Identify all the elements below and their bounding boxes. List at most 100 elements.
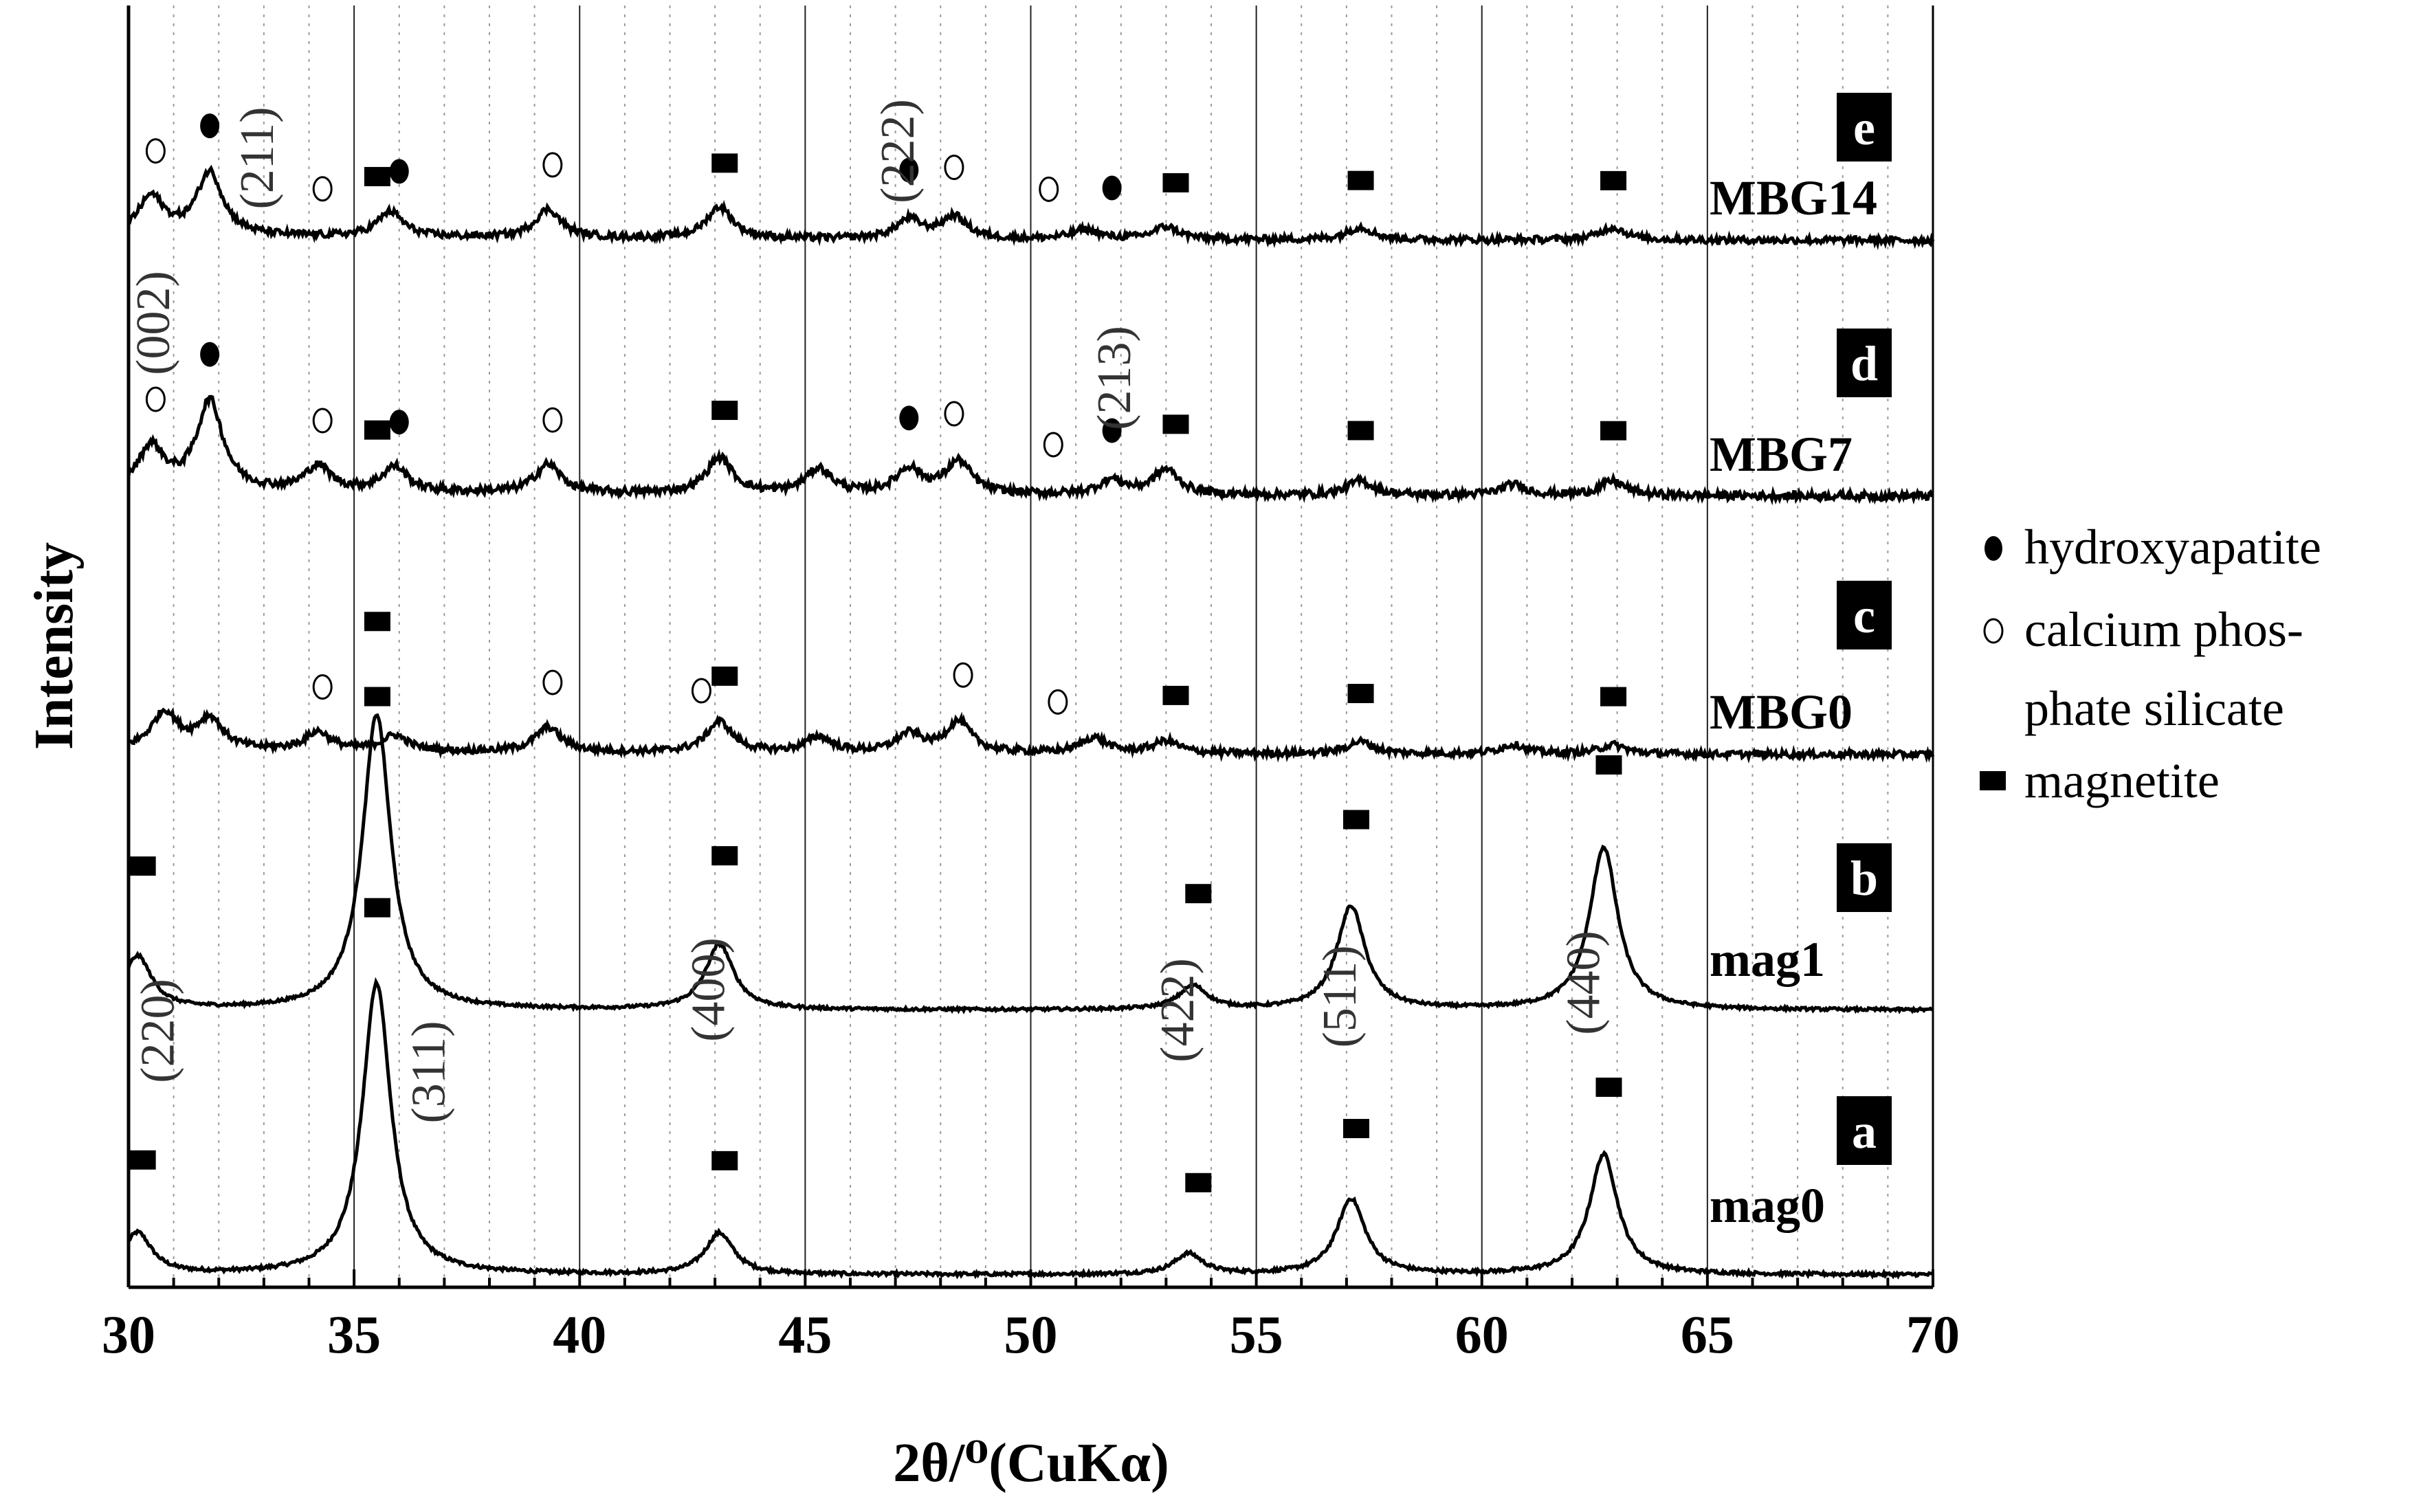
miller-index-label: (213): [1088, 326, 1141, 430]
magnetite-marker: [1185, 1172, 1212, 1192]
grid-layer: [173, 5, 1889, 1287]
legend-label: phate silicate: [2024, 681, 2284, 736]
magnetite-marker: [711, 153, 738, 173]
sample-label-mag0: mag0: [1710, 1178, 1825, 1233]
magnetite-marker: [711, 666, 738, 686]
legend-layer: hydroxyapatite calcium phos-phate silicat…: [1980, 520, 2321, 808]
magnetite-marker: [1162, 414, 1189, 434]
y-axis-title: Intensity: [24, 542, 85, 750]
x-tick-label: 35: [327, 1304, 381, 1364]
panel-letter-e: e: [1837, 93, 1892, 162]
panel-letter-text: e: [1853, 100, 1875, 155]
panel-letter-box: [1837, 1096, 1892, 1165]
x-tick-label: 65: [1681, 1304, 1734, 1364]
magnetite-marker: [1347, 421, 1374, 441]
miller-index-label: (002): [127, 271, 180, 375]
magnetite-marker: [1347, 684, 1374, 704]
miller-index-label: (220): [132, 979, 185, 1083]
trace-MBG14: [127, 164, 1935, 251]
magnetite-marker: [711, 846, 738, 866]
magnetite-marker: [129, 856, 156, 876]
calcium-phosphate-silicate-marker: [953, 662, 973, 688]
magnetite-marker: [1595, 755, 1622, 775]
hydroxyapatite-marker: [899, 157, 919, 183]
magnetite-marker: [129, 1150, 156, 1170]
x-tick-label: 55: [1230, 1304, 1283, 1364]
magnetite-marker: [1347, 170, 1374, 190]
miller-index-label: (222): [872, 99, 925, 203]
calcium-phosphate-silicate-marker: [944, 401, 964, 427]
magnetite-marker: [1595, 1077, 1622, 1097]
markers-layer: [129, 113, 1627, 1192]
calcium-phosphate-silicate-marker: [944, 154, 964, 180]
panel-letter-text: a: [1852, 1104, 1877, 1159]
miller-index-label: (311): [402, 1021, 455, 1123]
calcium-phosphate-silicate-marker: [312, 674, 333, 700]
magnetite-marker: [1600, 170, 1627, 190]
miller-index-label: (511): [1314, 945, 1367, 1047]
panel-letter-box: [1837, 843, 1892, 912]
magnetite-marker: [711, 401, 738, 421]
magnetite-marker: [1185, 884, 1212, 904]
panel-letter-text: d: [1850, 336, 1878, 391]
hydroxyapatite-marker: [200, 113, 220, 139]
panel-letter-box: [1837, 329, 1892, 397]
x-tick-label: 40: [553, 1304, 606, 1364]
magnetite-marker: [1162, 173, 1189, 192]
calcium-phosphate-silicate-marker: [145, 138, 166, 164]
calcium-phosphate-silicate-marker: [312, 176, 333, 202]
magnetite-marker: [711, 1150, 738, 1170]
miller-index-label: (400): [682, 937, 735, 1042]
x-tick-label: 70: [1906, 1304, 1960, 1364]
calcium-phosphate-silicate-marker: [1039, 176, 1059, 202]
traces-layer: [126, 164, 1935, 1280]
hydroxyapatite-marker: [389, 410, 409, 435]
panel-letter-c: c: [1837, 581, 1892, 649]
legend-filled-circle-icon: [1985, 536, 2002, 561]
miller-index-label: (211): [231, 107, 284, 209]
magnetite-marker: [1162, 685, 1189, 705]
trace-MBG7: [126, 394, 1934, 506]
magnetite-marker: [1343, 1119, 1369, 1139]
legend-label: calcium phos-: [2024, 602, 2303, 657]
panel-letter-text: c: [1853, 588, 1875, 643]
calcium-phosphate-silicate-marker: [542, 152, 563, 178]
magnetite-marker: [364, 687, 390, 707]
legend-filled-square-icon: [1980, 771, 2006, 790]
magnetite-marker: [364, 420, 390, 440]
miller-index-label: (440): [1557, 931, 1610, 1035]
calcium-phosphate-silicate-marker: [542, 407, 563, 433]
magnetite-marker: [364, 612, 390, 632]
sample-label-MBG7: MBG7: [1710, 427, 1853, 482]
x-tick-label: 60: [1455, 1304, 1509, 1364]
panel-letter-d: d: [1837, 329, 1892, 397]
magnetite-marker: [364, 166, 390, 186]
x-tick-label: 50: [1004, 1304, 1058, 1364]
sample-label-MBG0: MBG0: [1710, 685, 1853, 740]
panel-letter-a: a: [1837, 1096, 1892, 1165]
calcium-phosphate-silicate-marker: [691, 678, 711, 704]
panel-letter-box: [1837, 581, 1892, 649]
hydroxyapatite-marker: [899, 405, 919, 431]
hydroxyapatite-marker: [1102, 418, 1122, 443]
magnetite-marker: [1600, 421, 1627, 441]
x-tick-label: 30: [102, 1304, 155, 1364]
trace-MBG0: [127, 707, 1935, 764]
magnetite-marker: [364, 898, 390, 918]
calcium-phosphate-silicate-marker: [145, 386, 166, 412]
calcium-phosphate-silicate-marker: [542, 669, 563, 696]
hydroxyapatite-marker: [1102, 175, 1122, 201]
x-tick-label: 45: [778, 1304, 832, 1364]
legend-label: hydroxyapatite: [2024, 520, 2321, 575]
trace-mag1: [126, 713, 1934, 1014]
miller-index-label: (422): [1151, 958, 1204, 1063]
legend-open-circle-icon: [1983, 618, 2004, 644]
panel-letter-b: b: [1837, 843, 1892, 912]
sample-label-mag1: mag1: [1710, 932, 1825, 987]
ticks-layer: 30 35 40 45 50 55 60 65 70: [102, 1269, 1960, 1364]
calcium-phosphate-silicate-marker: [1048, 689, 1068, 715]
hydroxyapatite-marker: [389, 159, 409, 184]
